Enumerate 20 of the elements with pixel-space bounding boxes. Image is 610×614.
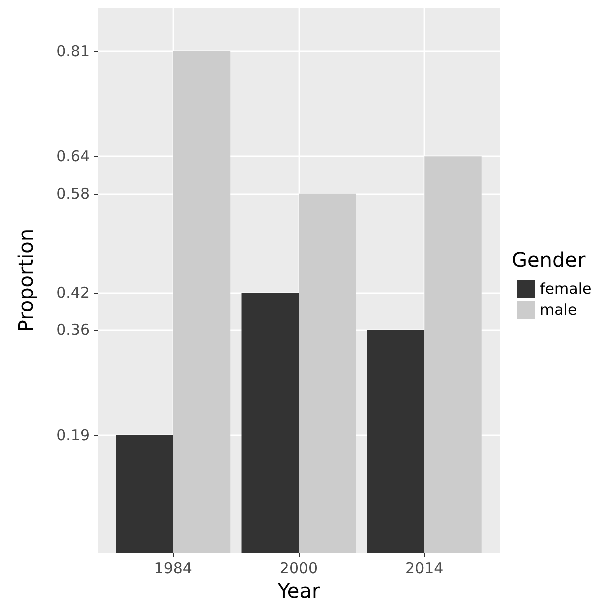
y-tick-label: 0.36 (56, 321, 90, 340)
x-axis-title: Year (276, 579, 321, 603)
y-tick-label: 0.58 (56, 184, 90, 203)
y-tick-label: 0.64 (56, 148, 90, 166)
bar (173, 51, 231, 554)
legend-label: female (540, 280, 592, 298)
bar (367, 330, 425, 554)
bar (116, 435, 174, 554)
bar (242, 292, 299, 554)
legend-label: male (540, 301, 578, 319)
x-tick-label: 1984 (154, 560, 192, 578)
legend-title: Gender (512, 248, 586, 272)
x-tick-label: 2000 (280, 560, 318, 578)
y-tick-label: 0.19 (56, 426, 90, 444)
x-tick-label: 2014 (406, 560, 444, 578)
y-axis-title: Proportion (14, 228, 38, 332)
bar (424, 156, 482, 554)
y-tick-label: 0.42 (56, 284, 90, 302)
bar (299, 194, 356, 554)
y-tick-label: 0.81 (56, 42, 90, 60)
